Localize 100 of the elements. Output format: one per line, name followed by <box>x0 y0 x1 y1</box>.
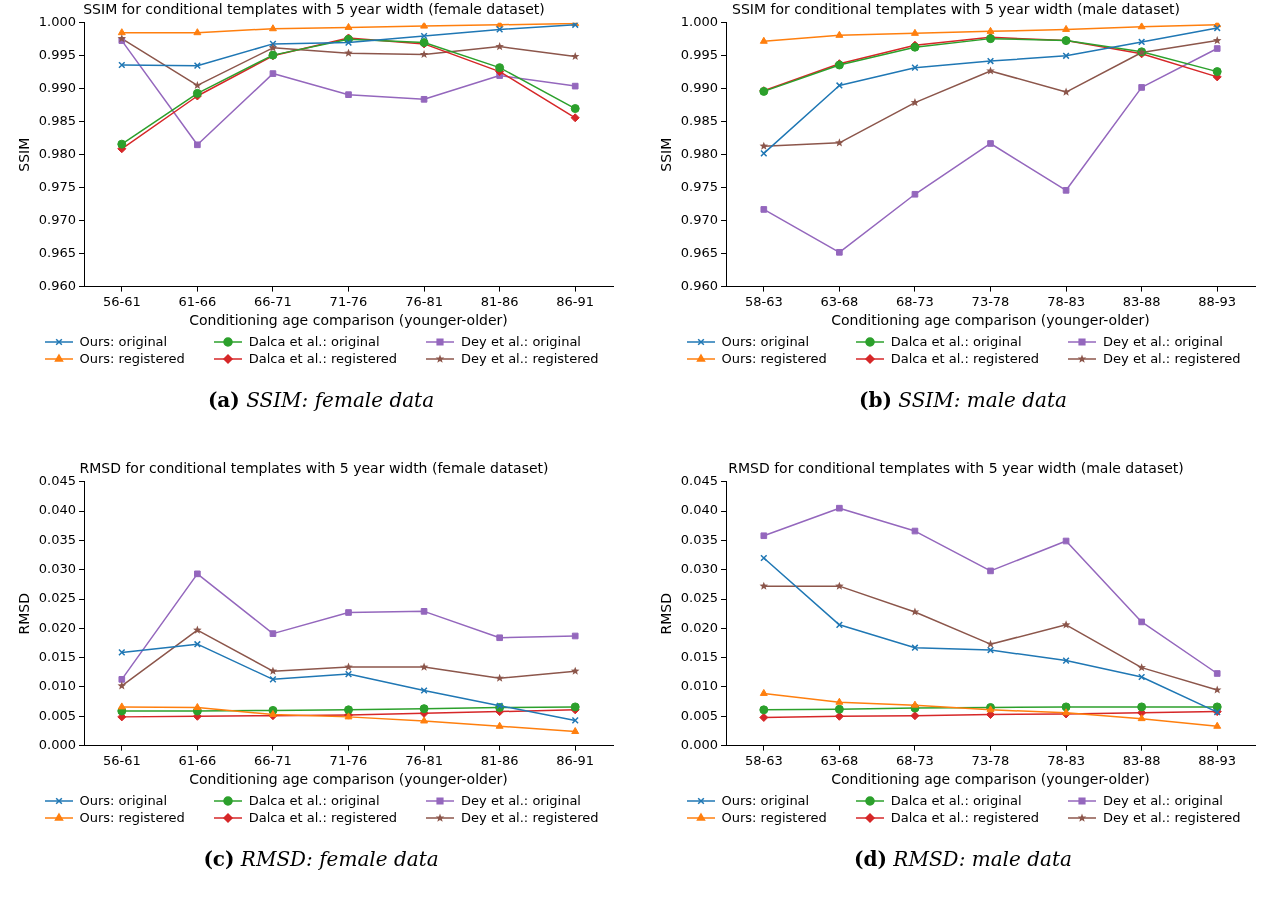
y-tick-label: 0.965 <box>680 245 719 260</box>
y-tick-label: 0.980 <box>680 146 719 162</box>
x-tick-label: 78-83 <box>1047 293 1085 309</box>
legend-label: Dalca et al.: registered <box>890 810 1040 825</box>
chart-title: RMSD for conditional templates with 5 year width (male dataset) <box>728 460 1184 477</box>
legend-label: Ours: original <box>721 334 810 349</box>
y-tick-label: 0.985 <box>680 113 719 129</box>
x-tick-label: 61-66 <box>178 752 217 768</box>
legend-label: Dey et al.: original <box>461 793 581 808</box>
y-tick-label: 0.990 <box>38 80 77 96</box>
legend-label: Dalca et al.: registered <box>248 351 398 366</box>
x-tick-label: 73-78 <box>971 752 1010 768</box>
y-tick-label: 1.000 <box>680 14 719 30</box>
y-tick-label: 0.015 <box>680 649 719 665</box>
x-axis-title: Conditioning age comparison (younger-older) <box>189 312 508 329</box>
y-tick-label: 0.000 <box>680 736 719 752</box>
y-tick-label: 0.980 <box>38 146 77 162</box>
x-tick-label: 88-93 <box>1198 293 1237 309</box>
x-tick-label: 61-66 <box>178 293 217 309</box>
legend-label: Dey et al.: registered <box>461 810 599 825</box>
x-axis-title: Conditioning age comparison (younger-older) <box>831 771 1150 788</box>
chart-title: SSIM for conditional templates with 5 year width (female dataset) <box>83 1 545 18</box>
y-tick-label: 0.040 <box>38 502 77 518</box>
x-tick-label: 81-86 <box>480 752 519 768</box>
legend-label: Dalca et al.: original <box>248 793 380 808</box>
legend-label: Dalca et al.: original <box>890 793 1022 808</box>
x-tick-label: 71-76 <box>329 293 368 309</box>
chart-title: SSIM for conditional templates with 5 year width (male dataset) <box>732 1 1180 18</box>
y-tick-label: 0.970 <box>38 212 77 228</box>
y-axis-title: SSIM <box>658 137 675 172</box>
legend-label: Dey et al.: registered <box>1103 351 1241 366</box>
legend-label: Dey et al.: registered <box>1103 810 1241 825</box>
y-tick-label: 0.035 <box>38 531 77 547</box>
y-tick-label: 0.015 <box>38 649 77 665</box>
y-axis-title: RMSD <box>658 592 675 635</box>
y-tick-label: 1.000 <box>38 14 77 30</box>
x-tick-label: 63-68 <box>820 752 859 768</box>
x-tick-label: 66-71 <box>254 752 292 768</box>
x-tick-label: 58-63 <box>744 752 783 768</box>
x-tick-label: 83-88 <box>1122 293 1161 309</box>
y-tick-label: 0.975 <box>38 179 77 195</box>
text: (c) RMSD: female data <box>203 847 439 871</box>
legend-label: Dey et al.: original <box>461 334 581 349</box>
y-tick-label: 0.970 <box>680 212 719 228</box>
legend-label: Ours: registered <box>721 810 827 825</box>
legend-label: Ours: registered <box>79 810 185 825</box>
legend-label: Ours: registered <box>79 351 185 366</box>
legend-label: Ours: original <box>79 334 168 349</box>
x-tick-label: 86-91 <box>556 293 595 309</box>
y-tick-label: 0.030 <box>680 561 719 577</box>
x-tick-label: 76-81 <box>405 293 443 309</box>
legend-label: Dalca et al.: registered <box>248 810 398 825</box>
x-tick-label: 56-61 <box>102 752 141 768</box>
x-axis-title: Conditioning age comparison (younger-older) <box>189 771 508 788</box>
legend-label: Dalca et al.: registered <box>890 351 1040 366</box>
x-tick-label: 68-73 <box>896 293 934 309</box>
y-tick-label: 0.035 <box>680 531 719 547</box>
y-tick-label: 0.995 <box>38 47 77 63</box>
x-tick-label: 71-76 <box>329 752 368 768</box>
x-tick-label: 83-88 <box>1122 752 1161 768</box>
y-tick-label: 0.010 <box>680 678 719 694</box>
x-tick-label: 66-71 <box>254 293 292 309</box>
legend-label: Dey et al.: original <box>1103 793 1223 808</box>
y-tick-label: 0.025 <box>680 590 719 606</box>
text: (d) RMSD: male data <box>854 847 1072 871</box>
y-axis-title: RMSD <box>16 592 33 635</box>
y-tick-label: 0.040 <box>680 502 719 518</box>
x-tick-label: 86-91 <box>556 752 595 768</box>
x-tick-label: 58-63 <box>744 293 783 309</box>
y-tick-label: 0.020 <box>680 619 719 635</box>
y-tick-label: 0.960 <box>38 277 77 293</box>
text: (b) SSIM: male data <box>859 388 1067 412</box>
legend-label: Ours: registered <box>721 351 827 366</box>
x-tick-label: 56-61 <box>102 293 141 309</box>
legend-label: Dalca et al.: original <box>248 334 380 349</box>
y-axis-title: SSIM <box>16 137 33 172</box>
x-axis-title: Conditioning age comparison (younger-older) <box>831 312 1150 329</box>
y-tick-label: 0.025 <box>38 590 77 606</box>
x-tick-label: 81-86 <box>480 293 519 309</box>
y-tick-label: 0.030 <box>38 561 77 577</box>
chart-title: RMSD for conditional templates with 5 year width (female dataset) <box>79 460 549 477</box>
y-tick-label: 0.975 <box>680 179 719 195</box>
y-tick-label: 0.010 <box>38 678 77 694</box>
y-tick-label: 0.990 <box>680 80 719 96</box>
y-tick-label: 0.045 <box>680 473 719 489</box>
y-tick-label: 0.965 <box>38 245 77 260</box>
y-tick-label: 0.020 <box>38 619 77 635</box>
legend-label: Dalca et al.: original <box>890 334 1022 349</box>
y-tick-label: 0.995 <box>680 47 719 63</box>
x-tick-label: 78-83 <box>1047 752 1085 768</box>
legend-label: Ours: original <box>721 793 810 808</box>
y-tick-label: 0.005 <box>38 707 77 723</box>
x-tick-label: 63-68 <box>820 293 859 309</box>
x-tick-label: 68-73 <box>896 752 934 768</box>
y-tick-label: 0.000 <box>38 736 77 752</box>
y-tick-label: 0.005 <box>680 707 719 723</box>
legend-label: Dey et al.: original <box>1103 334 1223 349</box>
y-tick-label: 0.045 <box>38 473 77 489</box>
legend-label: Ours: original <box>79 793 168 808</box>
x-tick-label: 76-81 <box>405 752 443 768</box>
